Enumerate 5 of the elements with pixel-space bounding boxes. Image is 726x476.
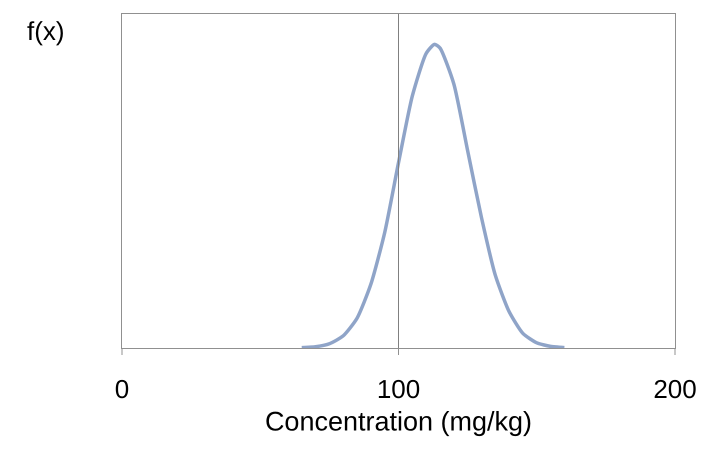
x-tick-label: 100 [376,374,420,404]
y-axis-title: f(x) [27,16,65,46]
x-tick-label: 0 [114,374,130,404]
x-axis-title: Concentration (mg/kg) [264,406,532,437]
x-tick-label: 200 [653,374,697,404]
